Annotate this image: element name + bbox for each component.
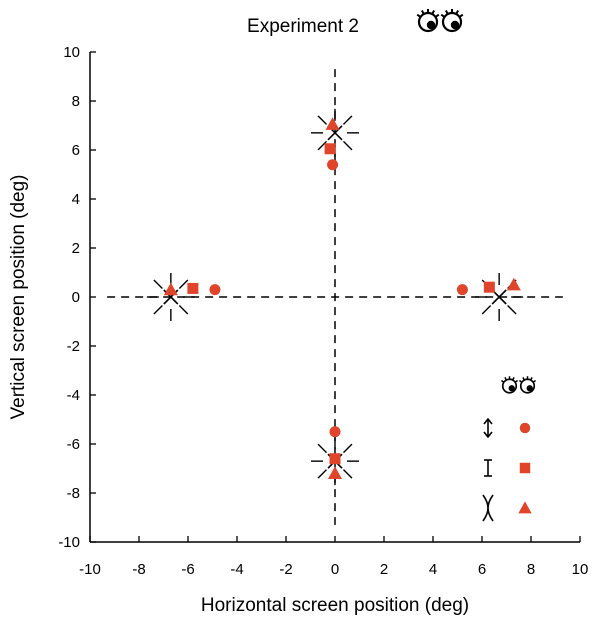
eyelash bbox=[455, 10, 459, 15]
target-cross bbox=[327, 125, 343, 141]
eyelash bbox=[522, 377, 525, 381]
circle-marker bbox=[329, 426, 341, 438]
target-ray bbox=[178, 304, 189, 315]
y-tick-label: -2 bbox=[67, 338, 80, 355]
target-ray bbox=[153, 279, 163, 290]
x-tick-label: -10 bbox=[79, 561, 101, 578]
triangle-marker bbox=[506, 277, 521, 291]
triangle-marker bbox=[328, 466, 342, 479]
circle-marker bbox=[519, 422, 531, 434]
y-tick-label: -8 bbox=[67, 485, 80, 502]
i-beam-icon bbox=[484, 459, 492, 477]
y-tick-label: 2 bbox=[72, 240, 80, 257]
vergence-arrow-icon bbox=[483, 417, 493, 439]
y-axis-title: Vertical screen position (deg) bbox=[8, 174, 29, 419]
eyelash bbox=[532, 379, 537, 383]
eyelash bbox=[504, 377, 507, 381]
circle-marker bbox=[209, 284, 221, 296]
target-ray bbox=[317, 140, 328, 151]
eyelash bbox=[445, 10, 449, 15]
y-tick-label: 4 bbox=[72, 191, 80, 208]
eye-pupil bbox=[450, 20, 460, 30]
eye-outline bbox=[519, 378, 536, 394]
eyelash bbox=[416, 13, 422, 18]
x-tick-label: 0 bbox=[331, 561, 339, 578]
square-marker bbox=[519, 462, 531, 474]
eye-outline bbox=[417, 11, 439, 33]
target-ray bbox=[317, 469, 328, 479]
x-tick-label: 6 bbox=[478, 561, 486, 578]
triangle-marker bbox=[325, 117, 340, 130]
target-ray bbox=[342, 469, 353, 479]
eyelash bbox=[514, 379, 519, 383]
eyelash bbox=[440, 13, 446, 18]
eye-pupil bbox=[508, 385, 515, 392]
x-tick-label: -8 bbox=[132, 561, 145, 578]
eye-outline bbox=[441, 11, 463, 33]
y-tick-label: 8 bbox=[72, 93, 80, 110]
x-tick-label: -2 bbox=[279, 561, 292, 578]
circle-marker bbox=[456, 284, 468, 296]
eyelash bbox=[458, 13, 464, 18]
eye-pupil bbox=[426, 20, 436, 30]
target-ray bbox=[317, 115, 328, 125]
square-marker bbox=[324, 143, 336, 155]
eye-pupil bbox=[526, 385, 533, 392]
eyelash bbox=[421, 10, 425, 15]
target-cross bbox=[491, 289, 507, 305]
eyelash bbox=[500, 379, 505, 383]
x-tick-label: 8 bbox=[527, 561, 535, 578]
data-points bbox=[163, 117, 521, 479]
circle-marker bbox=[327, 159, 339, 171]
eyelash bbox=[512, 377, 515, 381]
triangle-marker bbox=[163, 282, 178, 296]
y-tick-label: -4 bbox=[67, 387, 80, 404]
target-ray bbox=[178, 279, 189, 290]
triangle-marker bbox=[518, 501, 532, 514]
eyelash bbox=[434, 13, 440, 18]
arrow-head bbox=[483, 431, 493, 439]
eyelash bbox=[518, 379, 523, 383]
square-marker bbox=[329, 453, 341, 465]
arrow-head bbox=[483, 417, 493, 425]
eyes-icon bbox=[500, 376, 537, 394]
target-ray bbox=[342, 443, 353, 454]
legend bbox=[482, 376, 537, 522]
title-eyes-icon bbox=[416, 9, 464, 33]
y-tick-label: 6 bbox=[72, 142, 80, 159]
y-tick-label: -10 bbox=[58, 534, 80, 551]
bracket-path bbox=[482, 494, 494, 522]
eye-outline bbox=[501, 378, 518, 394]
eyes-icon bbox=[416, 9, 464, 33]
x-tick-label: -6 bbox=[181, 561, 194, 578]
x-tick-label: 4 bbox=[429, 561, 437, 578]
eyelash bbox=[431, 10, 435, 15]
target-marker bbox=[146, 273, 195, 321]
y-ticks: -10 -8 -6 -4 -2 0 2 4 6 8 10 bbox=[58, 44, 96, 551]
x-axis-title: Horizontal screen position (deg) bbox=[201, 595, 469, 616]
target-ray bbox=[507, 304, 517, 315]
chart-title: Experiment 2 bbox=[247, 16, 359, 37]
inward-bracket-icon bbox=[482, 494, 494, 522]
target-ray bbox=[153, 304, 163, 315]
y-tick-label: 0 bbox=[72, 289, 80, 306]
target-ray bbox=[342, 115, 353, 125]
target-marker bbox=[475, 273, 524, 321]
target-ray bbox=[342, 140, 353, 151]
x-tick-label: 2 bbox=[380, 561, 388, 578]
square-marker bbox=[187, 282, 199, 294]
target-ray bbox=[317, 443, 328, 454]
target-ray bbox=[481, 304, 492, 315]
x-ticks: -10 -8 -6 -4 -2 0 2 4 6 8 10 bbox=[79, 536, 588, 578]
x-tick-label: -4 bbox=[230, 561, 243, 578]
square-marker bbox=[483, 281, 495, 293]
x-tick-label: 10 bbox=[572, 561, 589, 578]
y-tick-label: 10 bbox=[63, 44, 80, 61]
y-tick-label: -6 bbox=[67, 436, 80, 453]
eyelash bbox=[530, 377, 533, 381]
